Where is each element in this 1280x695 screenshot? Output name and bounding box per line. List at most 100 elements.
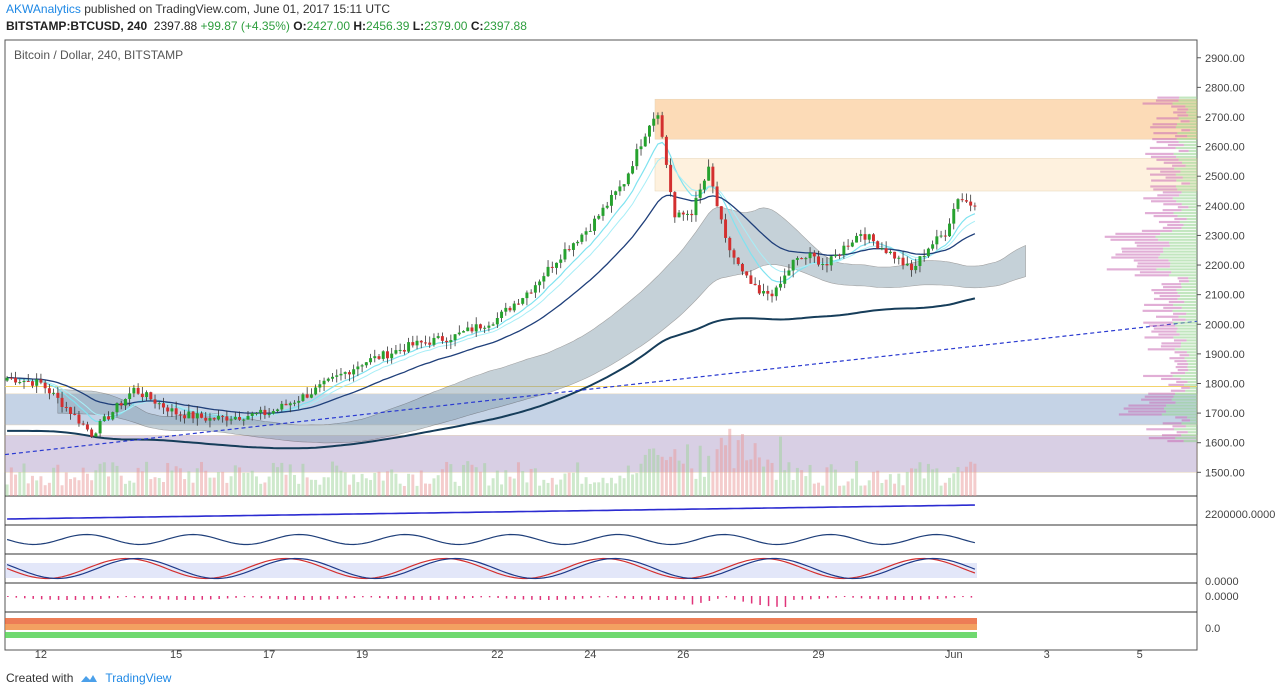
candle-body — [939, 235, 943, 237]
signal-strip — [5, 632, 977, 638]
volume-bar — [533, 468, 537, 496]
candle-body — [897, 257, 901, 259]
volume-bar — [161, 482, 165, 496]
volume-profile-bar — [1152, 123, 1178, 126]
histogram-bar — [641, 596, 643, 600]
volume-profile-bar — [1170, 389, 1186, 392]
volume-bar — [901, 485, 905, 496]
volume-profile-bar — [1141, 398, 1172, 401]
candle-body — [838, 254, 842, 256]
volume-bar — [939, 485, 943, 496]
volume-bar — [5, 484, 9, 496]
symbol-label: BITSTAMP:BTCUSD, 240 — [6, 19, 148, 33]
pane1-label: 2200000.0000 — [1205, 509, 1275, 521]
volume-bar — [855, 461, 859, 496]
candle-body — [305, 394, 309, 398]
candle-body — [618, 186, 622, 192]
volume-profile-bar — [1134, 274, 1169, 277]
volume-profile-bar — [1175, 173, 1197, 176]
volume-bar — [880, 483, 884, 496]
histogram-bar — [345, 596, 347, 599]
volume-bar — [647, 448, 651, 496]
histogram-bar — [869, 596, 871, 599]
volume-profile-bar — [1166, 410, 1197, 413]
candle-body — [462, 331, 466, 333]
candle-body — [394, 350, 398, 354]
histogram-bar — [826, 596, 829, 599]
volume-profile-bar — [1167, 440, 1184, 443]
candle-body — [808, 252, 812, 259]
candle-body — [631, 166, 635, 174]
histogram-bar — [387, 596, 389, 599]
volume-bar — [322, 477, 326, 496]
volume-bar — [440, 469, 444, 496]
tradingview-link[interactable]: TradingView — [105, 671, 172, 685]
volume-profile-bar — [1188, 206, 1197, 209]
volume-bar — [559, 479, 563, 496]
histogram-bar — [108, 596, 111, 599]
volume-profile-bar — [1145, 152, 1174, 155]
candle-body — [643, 136, 647, 147]
candle-body — [660, 115, 664, 137]
candle-body — [161, 403, 165, 408]
volume-bar — [935, 468, 939, 496]
author-link[interactable]: AKWAnalytics — [6, 2, 81, 16]
volume-bar — [609, 477, 613, 496]
volume-bar — [571, 472, 575, 496]
volume-profile-bar — [1106, 268, 1157, 271]
volume-profile-bar — [1144, 212, 1174, 215]
x-tick-label: 29 — [812, 649, 824, 661]
volume-profile-bar — [1175, 416, 1188, 419]
histogram-bar — [674, 596, 677, 600]
volume-profile-bar — [1144, 336, 1174, 339]
volume-profile-bar — [1188, 363, 1197, 366]
volume-bar — [128, 480, 132, 496]
candle-body — [559, 259, 563, 263]
volume-bar — [956, 467, 960, 496]
volume-profile-bar — [1180, 377, 1197, 381]
volume-bar — [605, 483, 609, 496]
volume-bar — [107, 476, 111, 496]
candle-body — [567, 249, 571, 251]
volume-profile-bar — [1146, 428, 1175, 431]
volume-bar — [643, 454, 647, 496]
candle-body — [64, 406, 68, 408]
volume-profile-bar — [1165, 176, 1183, 179]
volume-profile-bar — [1173, 312, 1187, 315]
ohlc-line: BITSTAMP:BTCUSD, 240 2397.88 +99.87 (+4.… — [6, 19, 527, 33]
candle-body — [153, 399, 157, 404]
candle-body — [212, 418, 216, 420]
volume-profile-bar — [1163, 161, 1183, 164]
volume-profile-bar — [1169, 357, 1185, 360]
candle-body — [893, 251, 897, 259]
candle-body — [254, 413, 258, 415]
volume-profile-bar — [1189, 182, 1197, 185]
volume-profile-bar — [1146, 167, 1175, 170]
candle-body — [81, 423, 85, 425]
volume-profile-bar — [1150, 126, 1176, 129]
volume-profile-bar — [1158, 220, 1180, 224]
histogram-bar — [471, 596, 474, 599]
y-tick-label: 2300.00 — [1205, 230, 1245, 242]
volume-bar — [787, 462, 791, 496]
volume-profile-bar — [1151, 289, 1177, 292]
trend-line — [4, 320, 1198, 456]
candle-body — [711, 166, 715, 187]
volume-profile-bar — [1177, 363, 1189, 366]
volume-bar — [157, 477, 161, 496]
candle-body — [542, 276, 546, 282]
high-label: H: — [353, 19, 367, 33]
volume-profile-bar — [1178, 280, 1189, 283]
volume-bar — [567, 472, 571, 496]
candle-body — [47, 388, 51, 394]
volume-profile-bar — [1180, 294, 1197, 298]
volume-bar — [276, 467, 280, 496]
volume-profile-bar — [1174, 351, 1187, 354]
volume-profile-bar — [1177, 123, 1197, 126]
volume-profile-bar — [1178, 315, 1197, 318]
volume-profile-bar — [1181, 286, 1197, 289]
candle-body — [500, 311, 504, 319]
candle-body — [259, 409, 263, 414]
histogram-bar — [598, 596, 601, 598]
